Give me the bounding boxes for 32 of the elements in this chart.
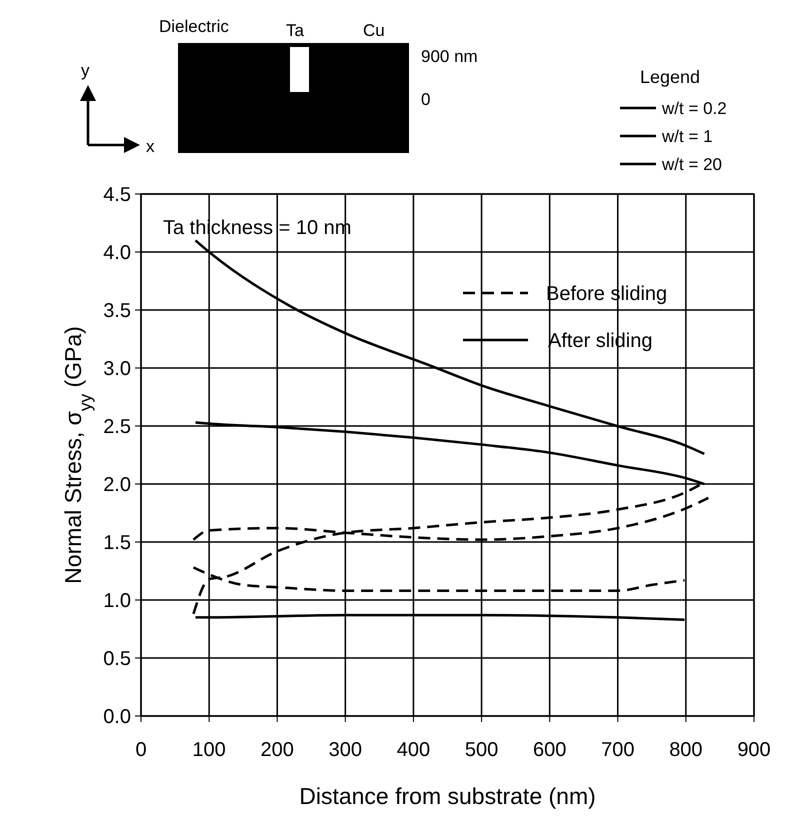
- y-tick-label: 1.5: [103, 532, 131, 554]
- legend-label: w/t = 20: [661, 155, 722, 174]
- text: Ta: [286, 21, 304, 40]
- legend-label: w/t = 0.2: [661, 99, 727, 118]
- text: y: [81, 61, 90, 80]
- legend-label: w/t = 1: [661, 127, 713, 146]
- text: 900 nm: [421, 47, 478, 66]
- x-tick-label: 200: [260, 739, 294, 761]
- y-tick-label: 0.0: [103, 706, 131, 728]
- x-axis-title: Distance from substrate (nm): [299, 783, 596, 809]
- x-tick-label: 600: [532, 739, 566, 761]
- y-tick-label: 4.5: [103, 184, 131, 206]
- x-tick-label: 100: [192, 739, 226, 761]
- text: Cu: [363, 21, 385, 40]
- x-tick-label: 800: [669, 739, 703, 761]
- x-tick-label: 400: [396, 739, 430, 761]
- y-tick-label: 0.5: [103, 648, 131, 670]
- x-tick-label: 0: [135, 739, 147, 761]
- x-tick-label: 700: [601, 739, 634, 761]
- x-tick-label: 900: [737, 739, 771, 761]
- y-tick-label: 3.5: [103, 300, 131, 322]
- text: 0: [421, 90, 430, 109]
- legend-title: Legend: [640, 67, 700, 87]
- text: x: [146, 137, 155, 156]
- x-tick-label: 500: [464, 739, 498, 761]
- text: Dielectric: [159, 17, 230, 36]
- y-tick-label: 2.0: [103, 474, 131, 496]
- x-tick-label: 300: [328, 739, 362, 761]
- y-tick-label: 2.5: [103, 416, 131, 438]
- y-tick-label: 1.0: [103, 590, 131, 612]
- y-tick-label: 4.0: [103, 242, 131, 264]
- y-tick-label: 3.0: [103, 358, 131, 380]
